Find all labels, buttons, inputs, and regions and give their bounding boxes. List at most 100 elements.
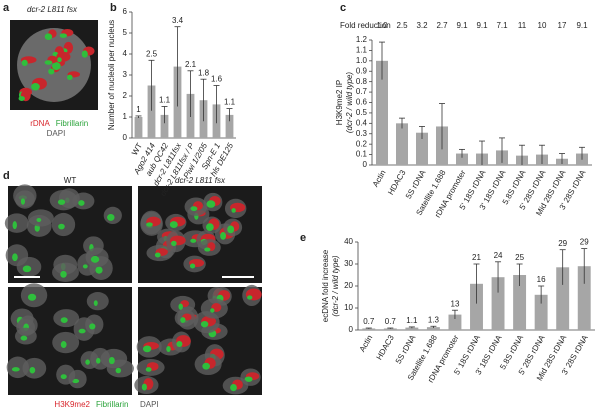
y-tick-label: 0.6 bbox=[356, 98, 368, 107]
signal bbox=[142, 345, 152, 353]
signal bbox=[200, 320, 209, 328]
signal bbox=[180, 317, 186, 324]
annotation: 1.3 bbox=[428, 315, 440, 324]
signal bbox=[78, 328, 86, 334]
signal bbox=[154, 252, 161, 258]
signal bbox=[12, 221, 17, 230]
x-tick-label: 5S rDNA bbox=[394, 333, 418, 365]
value-label: 1 bbox=[136, 105, 141, 114]
panel-letter: c bbox=[340, 2, 346, 14]
bar bbox=[134, 117, 143, 138]
column-title: dcr-2 L811 fsx bbox=[175, 176, 226, 185]
y-tick-label: 0 bbox=[363, 160, 368, 169]
y-axis-label: ecDNA fold increase bbox=[321, 249, 330, 322]
signal bbox=[60, 270, 67, 278]
y-tick-label: 0.5 bbox=[356, 108, 368, 117]
stain-label: DAPI bbox=[47, 129, 66, 138]
annotation: 1.0 bbox=[376, 21, 388, 30]
micrographs bbox=[4, 20, 262, 395]
value-label: 2.1 bbox=[185, 60, 197, 69]
signal bbox=[206, 223, 214, 231]
nucleus bbox=[4, 213, 29, 233]
panel-letter: d bbox=[3, 170, 10, 182]
signal bbox=[36, 217, 42, 222]
annotation: 24 bbox=[494, 251, 503, 260]
bar bbox=[470, 283, 483, 330]
signal bbox=[57, 57, 62, 63]
x-tick-label: Actin bbox=[371, 169, 388, 189]
bar bbox=[534, 294, 548, 330]
annotation: 2.5 bbox=[396, 21, 408, 30]
bar bbox=[376, 60, 388, 166]
signal bbox=[145, 367, 152, 372]
annotation: 3.2 bbox=[416, 21, 428, 30]
x-tick-label: HDAC3 bbox=[386, 168, 408, 196]
stain-label: DAPI bbox=[140, 400, 159, 409]
signal bbox=[206, 200, 216, 208]
signal bbox=[146, 222, 153, 227]
signal bbox=[190, 238, 197, 243]
y-tick-label: 4 bbox=[123, 49, 128, 58]
signal bbox=[11, 367, 20, 372]
annotation: 17 bbox=[558, 21, 567, 30]
annotation: 10 bbox=[538, 21, 547, 30]
annotation: 2.7 bbox=[436, 21, 448, 30]
panel-letter: a bbox=[3, 2, 10, 14]
y-tick-label: 1.2 bbox=[356, 35, 368, 44]
signal bbox=[247, 295, 253, 300]
annotation-title: Fold reduction bbox=[340, 21, 391, 30]
annotation: 9.1 bbox=[576, 21, 588, 30]
y-tick-label: 0.1 bbox=[356, 150, 368, 159]
stain-label: Fibrillarin bbox=[56, 119, 88, 128]
annotation: 16 bbox=[537, 275, 546, 284]
signal bbox=[29, 366, 36, 374]
signal bbox=[48, 68, 55, 75]
signal bbox=[227, 225, 235, 234]
signal bbox=[60, 374, 67, 380]
bar bbox=[396, 123, 408, 165]
signal bbox=[67, 74, 73, 81]
signal bbox=[81, 50, 88, 58]
signal bbox=[169, 221, 178, 228]
scale-bar bbox=[222, 276, 254, 278]
column-title: WT bbox=[64, 176, 77, 185]
signal bbox=[95, 357, 101, 364]
signal bbox=[82, 264, 88, 269]
annotation: 0.7 bbox=[385, 317, 397, 326]
signal bbox=[220, 231, 227, 240]
annotation: 21 bbox=[472, 253, 481, 262]
bar bbox=[513, 275, 527, 330]
annotation: 0.7 bbox=[363, 317, 375, 326]
signal bbox=[44, 33, 53, 40]
signal bbox=[166, 346, 171, 353]
y-tick-label: 6 bbox=[123, 7, 128, 16]
y-tick-label: 1 bbox=[123, 112, 128, 121]
signal bbox=[115, 367, 122, 374]
y-tick-label: 2 bbox=[123, 91, 128, 100]
value-label: 2.5 bbox=[146, 49, 158, 58]
signal bbox=[176, 340, 183, 347]
bar bbox=[225, 114, 234, 138]
nucleus bbox=[86, 291, 109, 311]
annotation: 11 bbox=[518, 21, 527, 30]
value-label: 3.4 bbox=[172, 16, 184, 25]
y-axis-label: H3K9me2 IP bbox=[335, 80, 344, 125]
signal bbox=[60, 341, 67, 349]
signal bbox=[57, 199, 66, 205]
annotation: 9.1 bbox=[456, 21, 468, 30]
signal bbox=[204, 247, 211, 252]
signal bbox=[59, 33, 68, 38]
y-axis-label: Number of nucleoli per nucleus bbox=[107, 20, 116, 130]
bar bbox=[556, 267, 570, 330]
y-tick-label: 40 bbox=[344, 237, 353, 246]
bar bbox=[362, 328, 376, 330]
signal bbox=[20, 335, 28, 341]
nucleus bbox=[56, 364, 76, 385]
y-tick-label: 30 bbox=[344, 259, 353, 268]
y-tick-label: 0 bbox=[349, 325, 354, 334]
signal bbox=[141, 383, 148, 391]
bar bbox=[416, 132, 428, 165]
y-tick-label: 0.7 bbox=[356, 87, 368, 96]
y-tick-label: 0.2 bbox=[356, 139, 368, 148]
signal bbox=[202, 362, 210, 370]
